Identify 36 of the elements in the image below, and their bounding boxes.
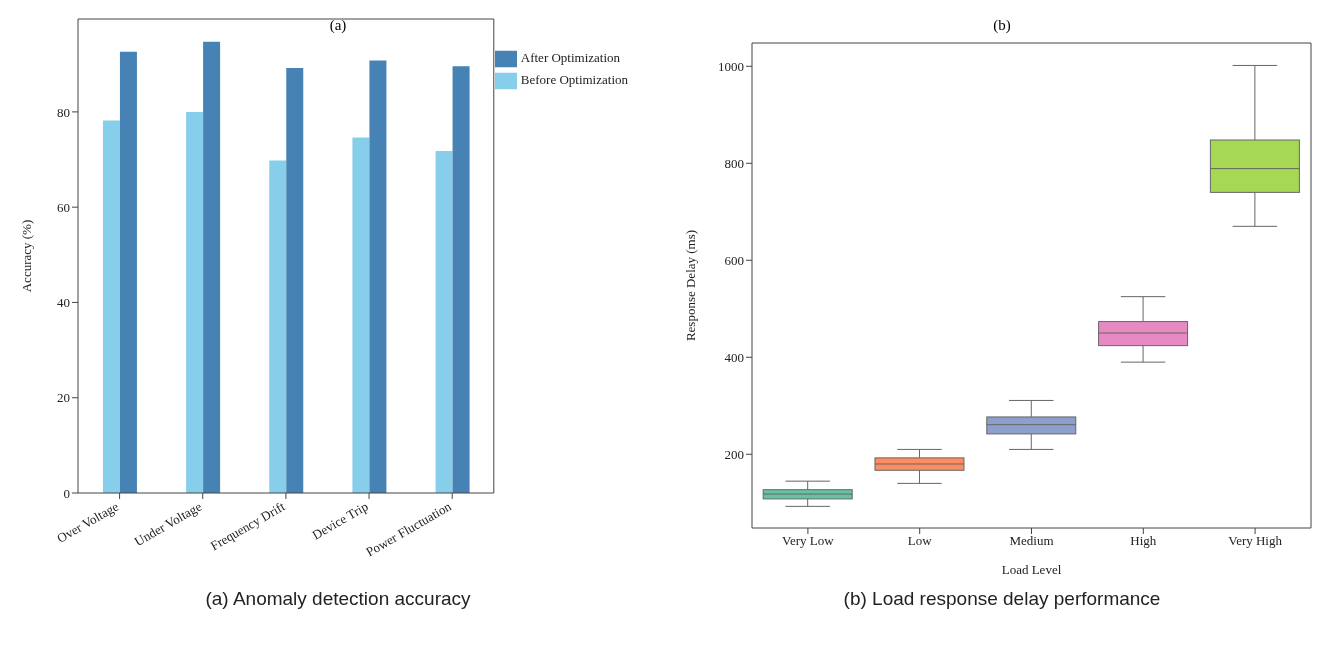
legend-label: After Optimization bbox=[520, 49, 621, 65]
bar bbox=[119, 51, 137, 493]
x-axis-title: Load Level bbox=[1001, 562, 1062, 577]
x-tick-label: Medium bbox=[1009, 533, 1054, 549]
y-tick-label: 600 bbox=[724, 252, 744, 268]
y-tick-label: 800 bbox=[724, 155, 744, 171]
bar bbox=[203, 41, 221, 493]
y-axis-title: Response Delay (ms) bbox=[682, 229, 698, 342]
x-tick-label: Low bbox=[907, 533, 933, 549]
chart-title: (b) bbox=[993, 17, 1011, 34]
bar bbox=[369, 60, 387, 493]
bar bbox=[352, 137, 370, 493]
chart-title: (a) bbox=[329, 17, 347, 34]
y-axis-title: Accuracy (%) bbox=[18, 219, 34, 293]
y-tick-label: 20 bbox=[57, 390, 70, 406]
x-tick-label: Very Low bbox=[782, 533, 835, 549]
y-tick-label: 0 bbox=[63, 485, 70, 501]
text: (b) Load response delay performance bbox=[842, 588, 1162, 610]
x-tick-label: Over Voltage bbox=[54, 498, 122, 546]
y-tick-label: 40 bbox=[57, 295, 70, 311]
bar bbox=[435, 150, 453, 493]
bar bbox=[452, 66, 470, 493]
bar bbox=[186, 111, 204, 493]
x-tick-label: Very High bbox=[1228, 533, 1283, 549]
y-tick-label: 1000 bbox=[718, 58, 744, 74]
bar bbox=[269, 160, 287, 493]
bar bbox=[286, 68, 304, 493]
y-tick-label: 200 bbox=[724, 446, 744, 462]
y-tick-label: 80 bbox=[57, 104, 70, 120]
y-tick-label: 60 bbox=[57, 199, 70, 215]
text: (a) Anomaly detection accuracy bbox=[204, 588, 472, 610]
y-tick-label: 400 bbox=[724, 349, 744, 365]
x-tick-label: High bbox=[1130, 533, 1157, 549]
legend-label: Before Optimization bbox=[520, 71, 628, 87]
x-tick-label: Under Voltage bbox=[131, 498, 205, 550]
bar bbox=[102, 120, 120, 493]
